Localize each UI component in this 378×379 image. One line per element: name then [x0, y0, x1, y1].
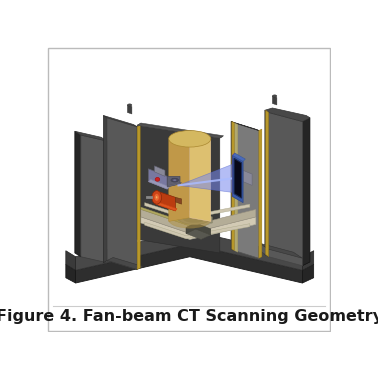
Polygon shape — [141, 210, 256, 233]
Ellipse shape — [154, 194, 160, 201]
Polygon shape — [103, 116, 107, 263]
Polygon shape — [145, 203, 250, 219]
Polygon shape — [127, 105, 132, 114]
Polygon shape — [155, 166, 165, 176]
Polygon shape — [186, 229, 211, 240]
Ellipse shape — [169, 211, 211, 228]
Polygon shape — [234, 158, 242, 198]
Polygon shape — [259, 129, 262, 258]
Polygon shape — [243, 170, 252, 185]
Polygon shape — [145, 222, 250, 239]
Polygon shape — [178, 163, 236, 193]
Polygon shape — [273, 96, 277, 105]
Ellipse shape — [155, 177, 160, 181]
Polygon shape — [76, 244, 302, 283]
Polygon shape — [178, 215, 212, 228]
Polygon shape — [190, 136, 211, 221]
Polygon shape — [167, 182, 181, 187]
Polygon shape — [75, 131, 107, 141]
Ellipse shape — [273, 95, 277, 97]
Polygon shape — [107, 257, 143, 269]
Polygon shape — [156, 202, 177, 211]
Polygon shape — [232, 153, 235, 197]
Ellipse shape — [171, 178, 178, 182]
Polygon shape — [232, 153, 245, 161]
Polygon shape — [302, 264, 314, 283]
Polygon shape — [178, 210, 212, 223]
Ellipse shape — [172, 179, 178, 182]
Polygon shape — [235, 123, 259, 258]
Ellipse shape — [178, 212, 210, 224]
Polygon shape — [149, 169, 167, 189]
Polygon shape — [260, 243, 302, 258]
Polygon shape — [265, 110, 269, 257]
Polygon shape — [231, 122, 235, 251]
Polygon shape — [302, 118, 310, 266]
Polygon shape — [231, 122, 259, 130]
Polygon shape — [66, 251, 76, 270]
Ellipse shape — [169, 130, 211, 147]
Polygon shape — [81, 135, 107, 263]
Text: Figure 4. Fan-beam CT Scanning Geometry: Figure 4. Fan-beam CT Scanning Geometry — [0, 309, 378, 324]
Polygon shape — [232, 155, 243, 203]
Polygon shape — [76, 230, 302, 270]
Ellipse shape — [127, 104, 132, 106]
Ellipse shape — [183, 214, 206, 222]
Polygon shape — [156, 191, 175, 211]
Polygon shape — [137, 123, 223, 138]
Polygon shape — [266, 110, 269, 257]
Polygon shape — [141, 207, 190, 226]
Polygon shape — [66, 264, 76, 283]
Polygon shape — [175, 197, 181, 204]
Polygon shape — [186, 223, 211, 235]
Polygon shape — [137, 125, 140, 269]
Polygon shape — [265, 108, 310, 122]
Polygon shape — [260, 243, 269, 257]
Polygon shape — [167, 176, 180, 187]
Polygon shape — [232, 122, 235, 251]
Ellipse shape — [156, 196, 158, 199]
Polygon shape — [141, 217, 256, 240]
Polygon shape — [75, 131, 81, 257]
Polygon shape — [137, 125, 220, 253]
Polygon shape — [107, 118, 137, 269]
Polygon shape — [103, 116, 137, 127]
Ellipse shape — [152, 191, 161, 204]
Polygon shape — [149, 179, 169, 189]
Polygon shape — [302, 251, 314, 270]
Polygon shape — [137, 124, 223, 138]
Polygon shape — [269, 113, 302, 266]
Polygon shape — [235, 123, 238, 252]
Ellipse shape — [172, 179, 177, 181]
Polygon shape — [169, 136, 190, 221]
